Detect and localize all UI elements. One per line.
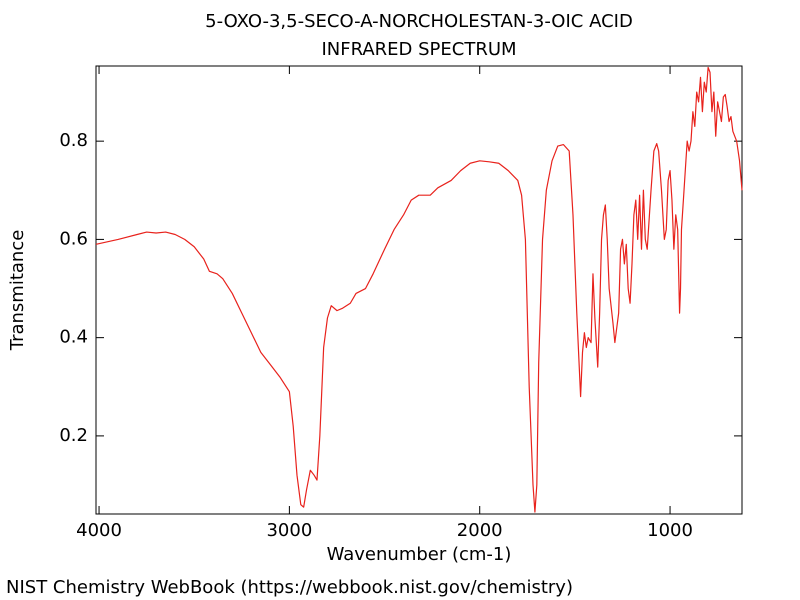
spectrum-line: [95, 66, 743, 513]
y-tick-label: 0.4: [59, 327, 88, 348]
y-axis-label: Transmitance: [7, 230, 28, 352]
chart-title: 5-OXO-3,5-SECO-A-NORCHOLESTAN-3-OIC ACID: [205, 11, 633, 32]
x-tick-label: 4000: [76, 520, 122, 541]
x-tick-label: 1000: [647, 520, 693, 541]
source-note: NIST Chemistry WebBook (https://webbook.…: [6, 577, 573, 598]
chart-subtitle: INFRARED SPECTRUM: [321, 39, 516, 60]
y-tick-label: 0.6: [59, 228, 88, 249]
y-tick-label: 0.8: [59, 130, 88, 151]
plot-frame: [95, 65, 743, 515]
x-axis-label: Wavenumber (cm-1): [327, 544, 512, 565]
x-tick-label: 2000: [457, 520, 503, 541]
x-tick-label: 3000: [266, 520, 312, 541]
y-tick-label: 0.2: [59, 425, 88, 446]
